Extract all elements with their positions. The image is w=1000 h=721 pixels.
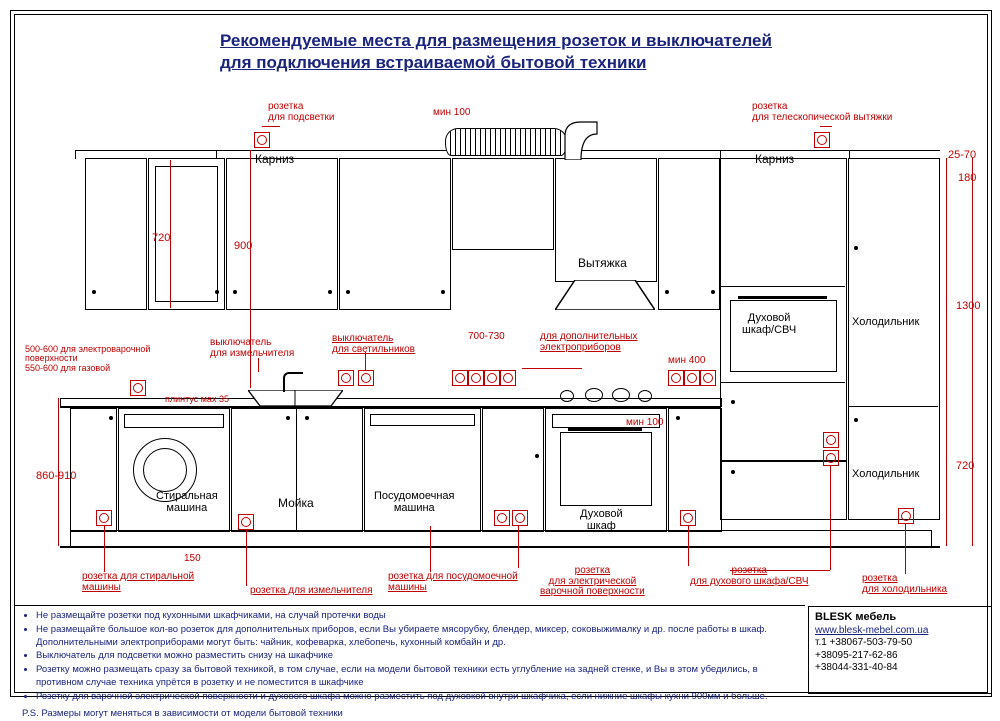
ann-sock-dw: розетка для посудомоечной машины bbox=[388, 572, 518, 593]
hood-label: Вытяжка bbox=[578, 256, 627, 270]
fridge-upper-label: Холодильник bbox=[852, 316, 919, 328]
sock-top-light bbox=[254, 132, 270, 148]
cornice-r-label: Карниз bbox=[755, 152, 794, 166]
sink-div bbox=[296, 408, 297, 530]
ann-socket-light: розетка для подсветки bbox=[268, 102, 334, 123]
faucet bbox=[283, 372, 303, 392]
col-oven-door bbox=[730, 300, 837, 372]
cornice-l-label: Карниз bbox=[255, 152, 294, 166]
notes-divider bbox=[15, 605, 805, 606]
duct-bend bbox=[561, 118, 601, 160]
upper-cab-3 bbox=[226, 158, 338, 310]
ann-min400: мин 400 bbox=[668, 356, 705, 367]
tall-col-fridge bbox=[848, 158, 940, 520]
col-oven-handle bbox=[738, 296, 827, 299]
sink-label: Мойка bbox=[278, 496, 314, 510]
info-phone1: т.1 +38067-503-79-50 bbox=[815, 637, 912, 648]
sock-top-hood bbox=[814, 132, 830, 148]
ann-sock-washer: розетка для стиральной машины bbox=[82, 572, 194, 593]
ann-sock-fridge: розетка для холодильника bbox=[862, 574, 947, 595]
washer-panel bbox=[124, 414, 224, 428]
col-oven-mid bbox=[721, 286, 845, 287]
socket-d2 bbox=[468, 370, 484, 386]
dw-label: Посудомоечная машина bbox=[374, 490, 455, 514]
plinth bbox=[70, 530, 932, 548]
washer-port2 bbox=[143, 448, 187, 492]
ann-switch-lights: выключатель для светильников bbox=[332, 334, 415, 355]
ann-switch-grinder: выключатель для измельчителя bbox=[210, 338, 294, 359]
sock-low-col bbox=[823, 432, 839, 448]
ann-min100: мин 100 bbox=[433, 108, 470, 119]
info-brand: BLESK мебель bbox=[815, 611, 985, 625]
ann-left-range: 500-600 для электроварочной поверхности … bbox=[25, 345, 150, 373]
sock-low-ws2 bbox=[238, 514, 254, 530]
oven-door bbox=[560, 432, 652, 506]
notes-ps: P.S. Размеры могут меняться в зависимост… bbox=[22, 708, 798, 721]
ann-d150: 150 bbox=[184, 554, 201, 565]
sock-low-col2 bbox=[823, 450, 839, 466]
notes-block: Не размещайте розетки под кухонными шкаф… bbox=[22, 610, 798, 721]
sock-low-dw bbox=[494, 510, 510, 526]
col-oven-label: Духовой шкаф/СВЧ bbox=[742, 312, 796, 336]
col-oven-mid2 bbox=[721, 382, 845, 383]
hood-shape bbox=[555, 280, 655, 310]
socket-a bbox=[130, 380, 146, 396]
ann-plinth: плинтус мах 35 bbox=[165, 395, 229, 404]
ann-socket-hood: розетка для телескопической вытяжки bbox=[752, 102, 892, 123]
socket-e3 bbox=[700, 370, 716, 386]
socket-d3 bbox=[484, 370, 500, 386]
ann-sock-grinder: розетка для измельчителя bbox=[250, 586, 373, 597]
socket-c bbox=[358, 370, 374, 386]
sock-low-oven bbox=[680, 510, 696, 526]
info-phone2: +38095-217-62-86 bbox=[815, 650, 898, 661]
fridge-mid-line bbox=[848, 406, 938, 407]
drawing-title: Рекомендуемые места для размещения розет… bbox=[220, 30, 780, 74]
socket-b bbox=[338, 370, 354, 386]
oven-label: Духовой шкаф bbox=[580, 508, 623, 532]
sink-bowl bbox=[248, 390, 343, 406]
dim-720: 720 bbox=[152, 232, 170, 244]
ann-range700: 700-730 bbox=[468, 332, 505, 343]
washer-label: Стиральная машина bbox=[156, 490, 218, 514]
socket-e2 bbox=[684, 370, 700, 386]
sock-low-washer bbox=[96, 510, 112, 526]
sock-low-cooktop bbox=[512, 510, 528, 526]
vent-duct bbox=[445, 128, 567, 156]
ann-min100b: мин 100 bbox=[626, 418, 663, 429]
ann-extra: для дополнительных электроприборов bbox=[540, 332, 637, 353]
dim-860: 860-910 bbox=[36, 470, 76, 482]
ann-sock-cooktop: розетка для электрической варочной повер… bbox=[540, 566, 645, 598]
upper-cab-5 bbox=[452, 158, 554, 250]
socket-d4 bbox=[500, 370, 516, 386]
dim-180: 180 bbox=[958, 172, 976, 184]
dw-panel bbox=[370, 414, 475, 426]
info-site[interactable]: www.blesk-mebel.com.ua bbox=[815, 625, 928, 636]
info-box: BLESK мебель www.blesk-mebel.com.ua т.1 … bbox=[808, 606, 992, 694]
upper-cab-4 bbox=[339, 158, 451, 310]
socket-d1 bbox=[452, 370, 468, 386]
sock-fridge bbox=[898, 508, 914, 524]
dim-1300: 1300 bbox=[956, 300, 980, 312]
socket-e1 bbox=[668, 370, 684, 386]
info-phone3: +38044-331-40-84 bbox=[815, 662, 898, 673]
upper-cab-6 bbox=[658, 158, 720, 310]
fridge-lower-label: Холодильник bbox=[852, 468, 919, 480]
upper-cab-1 bbox=[85, 158, 147, 310]
